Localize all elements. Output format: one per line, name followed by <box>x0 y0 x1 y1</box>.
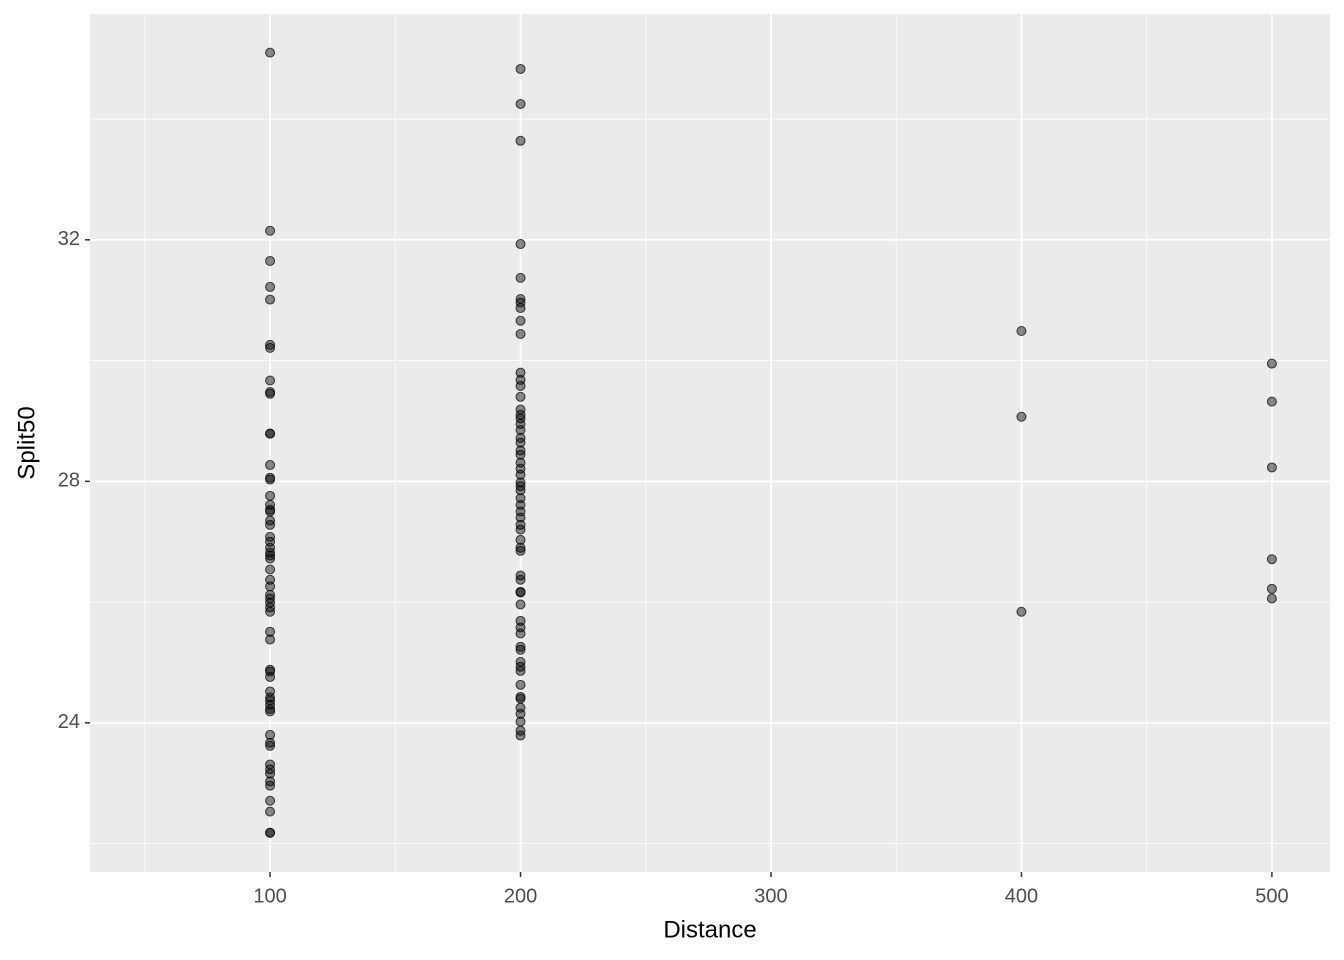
point <box>515 367 526 378</box>
point <box>265 506 276 517</box>
point <box>515 524 526 535</box>
point <box>515 628 526 639</box>
point <box>265 768 276 779</box>
point <box>265 460 276 471</box>
point <box>515 391 526 402</box>
point <box>515 512 526 523</box>
point <box>265 671 276 682</box>
x-tick-label: 300 <box>754 885 787 907</box>
point <box>265 490 276 501</box>
point <box>515 693 526 704</box>
point <box>515 545 526 556</box>
point <box>515 329 526 340</box>
point <box>1266 358 1277 369</box>
point <box>515 534 526 545</box>
y-tick-label: 28 <box>58 470 80 492</box>
point <box>515 63 526 74</box>
point <box>515 679 526 690</box>
point <box>515 542 526 553</box>
point <box>515 469 526 480</box>
point <box>265 375 276 386</box>
point <box>265 626 276 637</box>
y-tick-label: 32 <box>58 228 80 250</box>
point <box>265 737 276 748</box>
panel <box>90 14 1330 872</box>
x-tick-label: 200 <box>504 885 537 907</box>
point <box>1266 554 1277 565</box>
point <box>265 388 276 399</box>
point <box>265 342 276 353</box>
point <box>1266 593 1277 604</box>
point <box>515 574 526 585</box>
point <box>265 519 276 530</box>
point <box>265 339 276 350</box>
point <box>265 474 276 485</box>
y-tick-label: 24 <box>58 711 80 733</box>
point <box>515 665 526 676</box>
point <box>515 239 526 250</box>
point <box>515 437 526 448</box>
point <box>515 599 526 610</box>
point <box>265 666 276 677</box>
point <box>515 644 526 655</box>
x-axis-title: Distance <box>663 916 756 943</box>
point <box>515 272 526 283</box>
point <box>515 716 526 727</box>
point <box>515 413 526 424</box>
point <box>515 315 526 326</box>
point <box>515 641 526 652</box>
point <box>265 281 276 292</box>
point <box>265 550 276 561</box>
point <box>265 553 276 564</box>
point <box>265 729 276 740</box>
point <box>265 706 276 717</box>
point <box>515 135 526 146</box>
x-tick-label: 400 <box>1005 885 1038 907</box>
point <box>515 98 526 109</box>
point <box>515 297 526 308</box>
point <box>265 564 276 575</box>
point <box>265 255 276 266</box>
point <box>265 294 276 305</box>
point <box>265 827 276 838</box>
point <box>265 806 276 817</box>
point <box>1016 325 1027 336</box>
point <box>265 703 276 714</box>
point <box>265 634 276 645</box>
point <box>265 47 276 58</box>
point <box>515 303 526 314</box>
point <box>265 740 276 751</box>
x-tick-label: 500 <box>1255 885 1288 907</box>
point <box>515 380 526 391</box>
point <box>1266 583 1277 594</box>
point <box>515 477 526 488</box>
point <box>1016 411 1027 422</box>
point <box>265 795 276 806</box>
point <box>515 449 526 460</box>
point <box>265 692 276 703</box>
point <box>515 587 526 598</box>
y-axis-title: Split50 <box>13 406 40 479</box>
point <box>515 425 526 436</box>
point <box>515 708 526 719</box>
point <box>515 730 526 741</box>
point <box>265 780 276 791</box>
point <box>515 485 526 496</box>
point <box>265 606 276 617</box>
point <box>1266 462 1277 473</box>
x-tick-label: 100 <box>253 885 286 907</box>
point <box>1266 396 1277 407</box>
point <box>265 428 276 439</box>
point <box>1016 606 1027 617</box>
point <box>265 589 276 600</box>
point <box>265 225 276 236</box>
point <box>265 581 276 592</box>
